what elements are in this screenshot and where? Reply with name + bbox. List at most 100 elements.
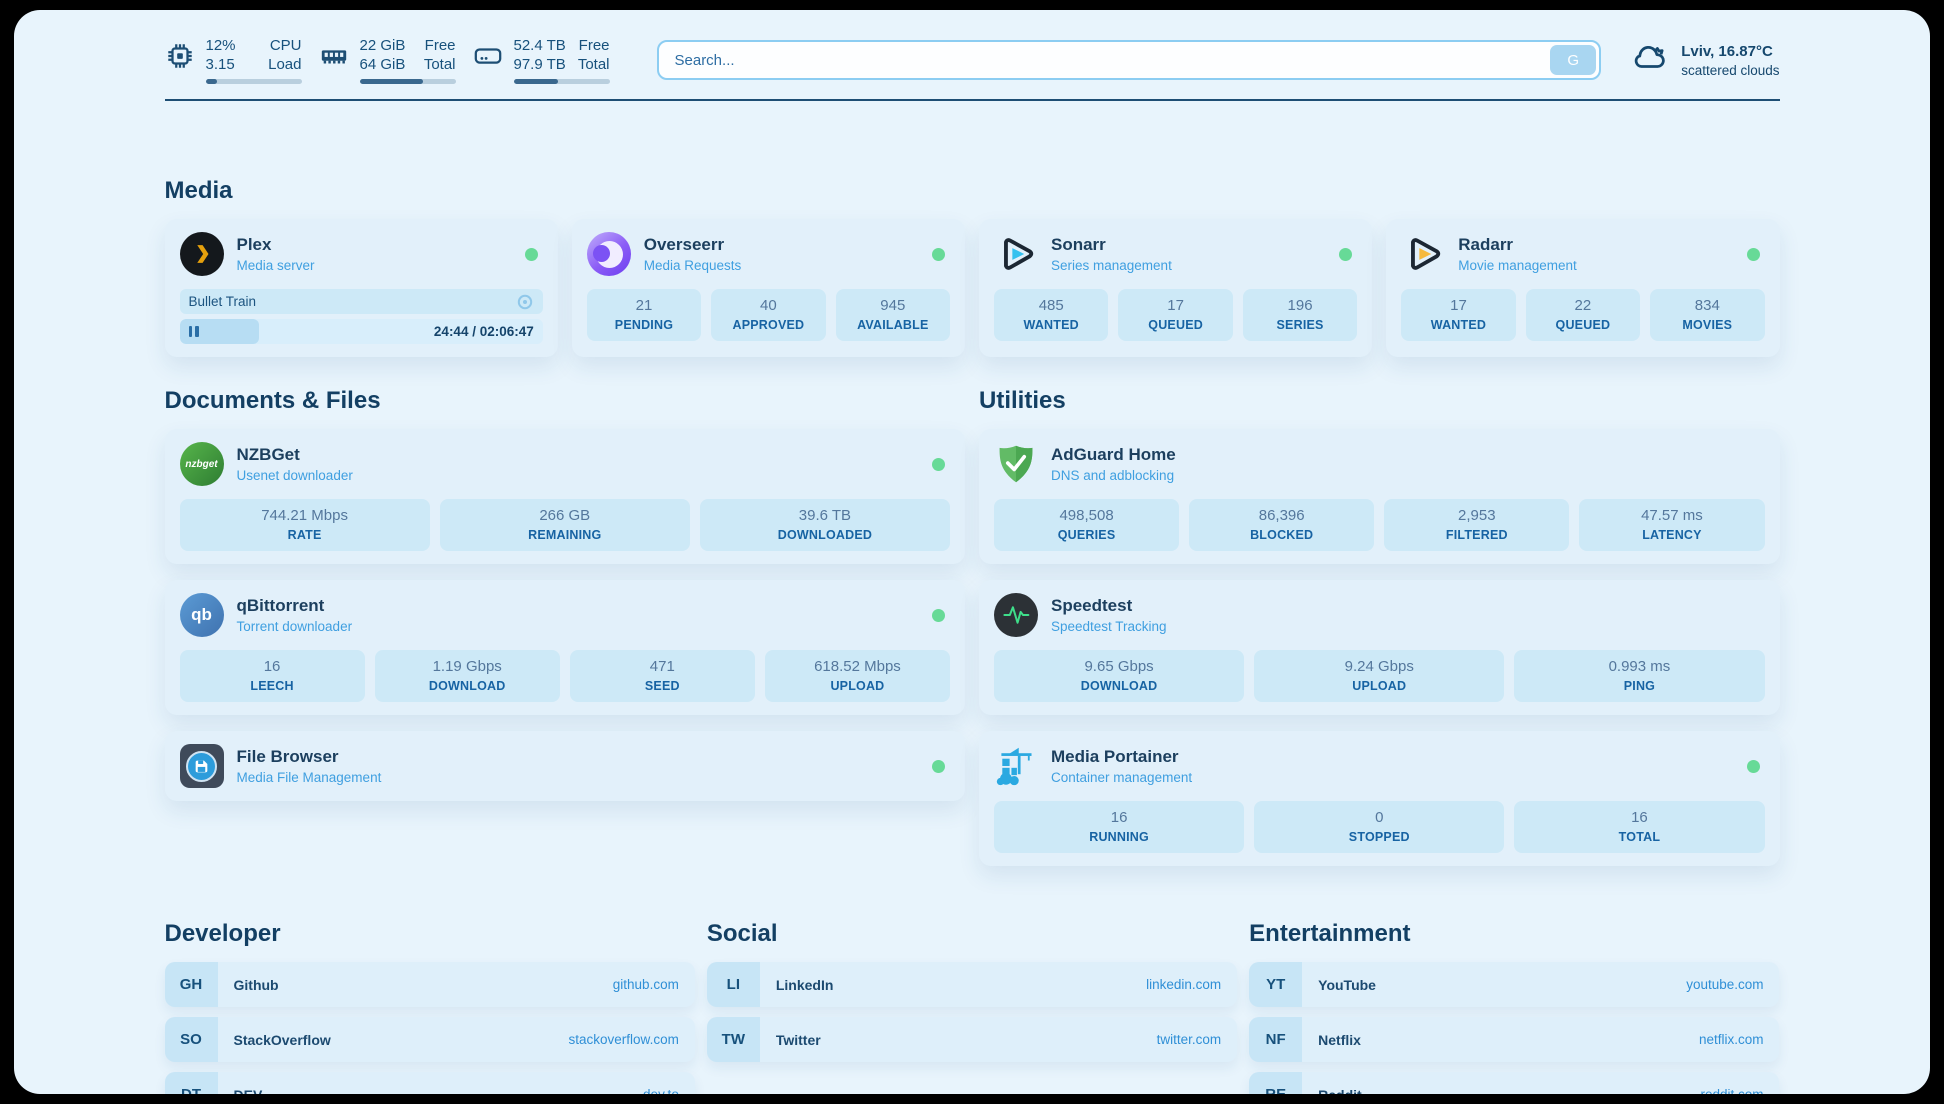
- app-card-speedtest[interactable]: Speedtest Speedtest Tracking 9.65 Gbps D…: [979, 580, 1780, 715]
- status-dot: [932, 759, 945, 773]
- app-card-sonarr[interactable]: Sonarr Series management 485 WANTED 17 Q…: [979, 219, 1373, 357]
- bookmark-github[interactable]: GH Github github.com: [164, 962, 695, 1007]
- app-title: Overseerr: [643, 235, 725, 254]
- section-title-developer: Developer: [164, 920, 281, 947]
- scrobble-icon[interactable]: [516, 293, 534, 311]
- plex-icon: [179, 232, 224, 276]
- app-title: Speedtest: [1051, 596, 1133, 615]
- disk-icon: [473, 41, 503, 76]
- stat-tile: 266 GB REMAINING: [439, 499, 690, 551]
- dashboard-surface: 12% CPU 3.15 Load: [14, 10, 1930, 1094]
- top-bar: 12% CPU 3.15 Load: [165, 36, 1780, 84]
- search-bar: G: [656, 40, 1602, 80]
- disk-widget: 52.4 TB Free 97.9 TB Total: [473, 36, 610, 84]
- bookmark-abbr: LI: [706, 962, 760, 1007]
- search-input[interactable]: [656, 40, 1602, 80]
- status-dot: [932, 608, 945, 622]
- cpu-widget: 12% CPU 3.15 Load: [165, 36, 302, 84]
- app-subtitle: Media server: [236, 258, 315, 273]
- disk-free: 52.4 TB: [513, 37, 566, 54]
- stat-tile: 86,396 BLOCKED: [1189, 499, 1375, 551]
- bookmark-dev[interactable]: DT DEV dev.to: [164, 1072, 695, 1095]
- app-subtitle: Speedtest Tracking: [1051, 619, 1167, 634]
- app-subtitle: Media Requests: [643, 258, 742, 273]
- bookmark-twitter[interactable]: TW Twitter twitter.com: [706, 1017, 1238, 1062]
- status-dot: [1746, 247, 1760, 261]
- bookmark-abbr: TW: [706, 1017, 760, 1062]
- bookmark-reddit[interactable]: RE Reddit reddit.com: [1249, 1072, 1780, 1094]
- disk-total: 97.9 TB: [513, 56, 566, 73]
- bookmark-url: github.com: [612, 977, 679, 992]
- weather-location-temp: Lviv, 16.87°C: [1681, 42, 1773, 60]
- app-card-overseerr[interactable]: Overseerr Media Requests 21 PENDING 40 A…: [571, 219, 965, 357]
- bookmark-name: YouTube: [1318, 976, 1376, 993]
- disk-total-label: Total: [577, 56, 610, 73]
- filebrowser-icon: [179, 744, 224, 788]
- bookmark-url: youtube.com: [1686, 977, 1764, 992]
- bookmark-group-developer: Developer GH Github github.com SO StackO…: [164, 920, 695, 1095]
- weather-widget: Lviv, 16.87°C scattered clouds: [1631, 39, 1780, 82]
- stat-tile: 17 QUEUED: [1118, 289, 1233, 341]
- app-title: File Browser: [236, 747, 339, 766]
- ram-free-label: Free: [424, 37, 456, 54]
- bookmark-abbr: YT: [1249, 962, 1303, 1007]
- app-card-nzbget[interactable]: nzbget NZBGet Usenet downloader 744.21 M…: [164, 429, 965, 564]
- ram-total-label: Total: [423, 56, 456, 73]
- bookmark-url: linkedin.com: [1146, 977, 1222, 992]
- disk-progress-bar: [513, 79, 610, 84]
- adguard-icon: [994, 442, 1038, 486]
- app-subtitle: Media File Management: [236, 770, 382, 785]
- stat-tile: 9.24 Gbps UPLOAD: [1254, 650, 1505, 702]
- bookmark-name: DEV: [234, 1087, 263, 1095]
- cpu-progress-bar: [205, 79, 302, 84]
- sonarr-icon: [994, 232, 1038, 276]
- app-title: Sonarr: [1051, 235, 1106, 254]
- app-card-portainer[interactable]: Media Portainer Container management 16 …: [979, 731, 1780, 866]
- qbittorrent-icon: qb: [179, 593, 224, 637]
- app-card-radarr[interactable]: Radarr Movie management 17 WANTED 22 QUE…: [1386, 219, 1780, 357]
- ram-widget: 22 GiB Free 64 GiB Total: [319, 36, 456, 84]
- speedtest-icon: [994, 593, 1038, 637]
- bookmark-name: LinkedIn: [775, 976, 834, 993]
- ram-icon: [319, 41, 349, 76]
- now-playing-row: Bullet Train: [179, 289, 543, 314]
- bookmark-group-social: Social LI LinkedIn linkedin.com TW Twitt…: [706, 920, 1238, 1094]
- status-dot: [1339, 247, 1353, 261]
- bookmark-url: reddit.com: [1700, 1087, 1763, 1094]
- bookmark-abbr: NF: [1249, 1017, 1303, 1062]
- stat-tile: 0 STOPPED: [1254, 801, 1505, 853]
- app-title: qBittorrent: [236, 596, 325, 615]
- bookmark-url: dev.to: [643, 1087, 679, 1094]
- playback-time: 24:44 / 02:06:47: [433, 324, 534, 339]
- stat-tile: 196 SERIES: [1242, 289, 1358, 341]
- bookmark-group-entertainment: Entertainment YT YouTube youtube.com NF …: [1249, 920, 1780, 1094]
- pause-icon[interactable]: [188, 326, 199, 337]
- bookmark-stackoverflow[interactable]: SO StackOverflow stackoverflow.com: [164, 1017, 695, 1062]
- stat-tile: 16 LEECH: [179, 650, 365, 702]
- stat-tile: 16 RUNNING: [994, 801, 1245, 853]
- section-title-media: Media: [164, 177, 233, 204]
- bookmark-linkedin[interactable]: LI LinkedIn linkedin.com: [706, 962, 1238, 1007]
- bookmark-abbr: GH: [164, 962, 218, 1007]
- bookmark-name: Github: [233, 976, 279, 993]
- stat-tile: 17 WANTED: [1401, 289, 1516, 341]
- app-subtitle: Container management: [1051, 770, 1193, 785]
- app-subtitle: Movie management: [1458, 258, 1577, 273]
- app-card-filebrowser[interactable]: File Browser Media File Management: [164, 731, 965, 801]
- status-dot: [932, 247, 945, 261]
- stat-tile: 21 PENDING: [586, 289, 702, 341]
- app-subtitle: Usenet downloader: [236, 468, 353, 483]
- status-dot: [524, 247, 538, 261]
- overseerr-icon: [586, 232, 631, 276]
- bookmark-abbr: SO: [164, 1017, 218, 1062]
- bookmark-netflix[interactable]: NF Netflix netflix.com: [1249, 1017, 1780, 1062]
- bookmark-youtube[interactable]: YT YouTube youtube.com: [1249, 962, 1780, 1007]
- app-card-adguard[interactable]: AdGuard Home DNS and adblocking 498,508 …: [979, 429, 1780, 564]
- stat-tile: 834 MOVIES: [1650, 289, 1765, 341]
- app-subtitle: Series management: [1051, 258, 1172, 273]
- app-card-plex[interactable]: Plex Media server Bullet Train 24: [164, 219, 558, 357]
- search-engine-button[interactable]: G: [1550, 45, 1597, 75]
- stat-tile: 47.57 ms LATENCY: [1579, 499, 1765, 551]
- stat-tile: 40 APPROVED: [711, 289, 826, 341]
- app-card-qbittorrent[interactable]: qb qBittorrent Torrent downloader 16 LEE…: [164, 580, 965, 715]
